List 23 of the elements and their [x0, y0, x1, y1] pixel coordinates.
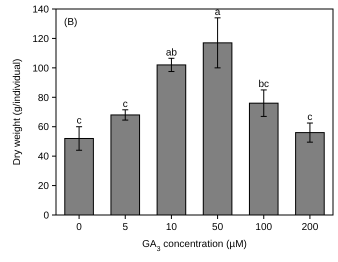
annotation: (B)	[64, 17, 78, 28]
y-tick-label: 60	[38, 122, 50, 134]
annotation: c	[307, 112, 312, 124]
x-tick-label: 50	[212, 222, 224, 233]
annotation: c	[122, 98, 128, 110]
x-axis-title: GA$_{3}$ concentration (µM)	[142, 239, 247, 252]
y-tick-label: 40	[38, 152, 50, 163]
annotation: bc	[258, 78, 270, 90]
y-tick-label: 0	[43, 210, 50, 222]
annotation: a	[214, 6, 221, 18]
y-tick-label: 20	[38, 181, 50, 192]
annotation: ab	[166, 47, 178, 58]
y-axis-title: Dry weight (g/individual)	[12, 58, 23, 166]
x-tick-label: 10	[166, 222, 178, 233]
x-tick-label: 100	[255, 222, 273, 233]
x-tick-label: 200	[302, 222, 319, 233]
y-tick-label: 100	[32, 63, 50, 74]
annotation: c	[76, 116, 82, 127]
y-tick-label: 120	[32, 34, 50, 45]
x-tick-label: 5	[122, 222, 128, 233]
y-tick-label: 80	[38, 92, 50, 104]
x-tick-label: 0	[76, 222, 82, 233]
y-tick-label: 140	[32, 4, 50, 16]
